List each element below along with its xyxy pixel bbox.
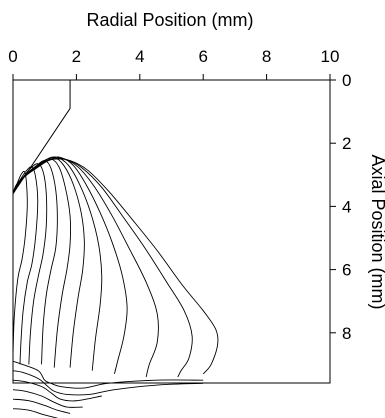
y-axis-title: Axial Position (mm)	[368, 154, 385, 309]
x-axis-ticks: 0 2 4 6 8 10	[8, 47, 339, 80]
plot-frame	[12, 79, 331, 384]
contour-line-12	[12, 360, 204, 389]
x-tick-label: 2	[72, 47, 81, 66]
x-tick-label: 6	[198, 47, 207, 66]
y-tick-label: 2	[342, 134, 351, 153]
y-axis-ticks: 0 2 4 6 8	[330, 71, 351, 343]
contour-line-14	[12, 379, 102, 402]
contour-line-1	[12, 170, 28, 355]
contour-line-9	[12, 157, 159, 378]
contour-line-6	[12, 156, 85, 368]
y-tick-label: 0	[342, 71, 351, 90]
contour-line-16	[12, 398, 71, 414]
x-tick-label: 4	[135, 47, 144, 66]
x-axis-title: Radial Position (mm)	[86, 10, 253, 30]
contour-lines	[12, 156, 219, 418]
contour-line-10	[12, 158, 193, 378]
x-tick-label: 0	[8, 47, 17, 66]
contour-line-17	[12, 408, 58, 418]
contour-line-4	[12, 160, 58, 365]
contour-line-15	[12, 389, 83, 408]
y-tick-label: 4	[342, 197, 351, 216]
contour-line-2	[12, 166, 39, 365]
y-tick-label: 6	[342, 261, 351, 280]
contour-line-11	[12, 158, 219, 375]
x-tick-label: 8	[262, 47, 271, 66]
contour-line-13	[12, 370, 204, 396]
y-tick-label: 8	[342, 324, 351, 343]
nozzle-outline	[12, 80, 71, 195]
x-tick-label: 10	[321, 47, 340, 66]
contour-line-3	[12, 163, 48, 365]
